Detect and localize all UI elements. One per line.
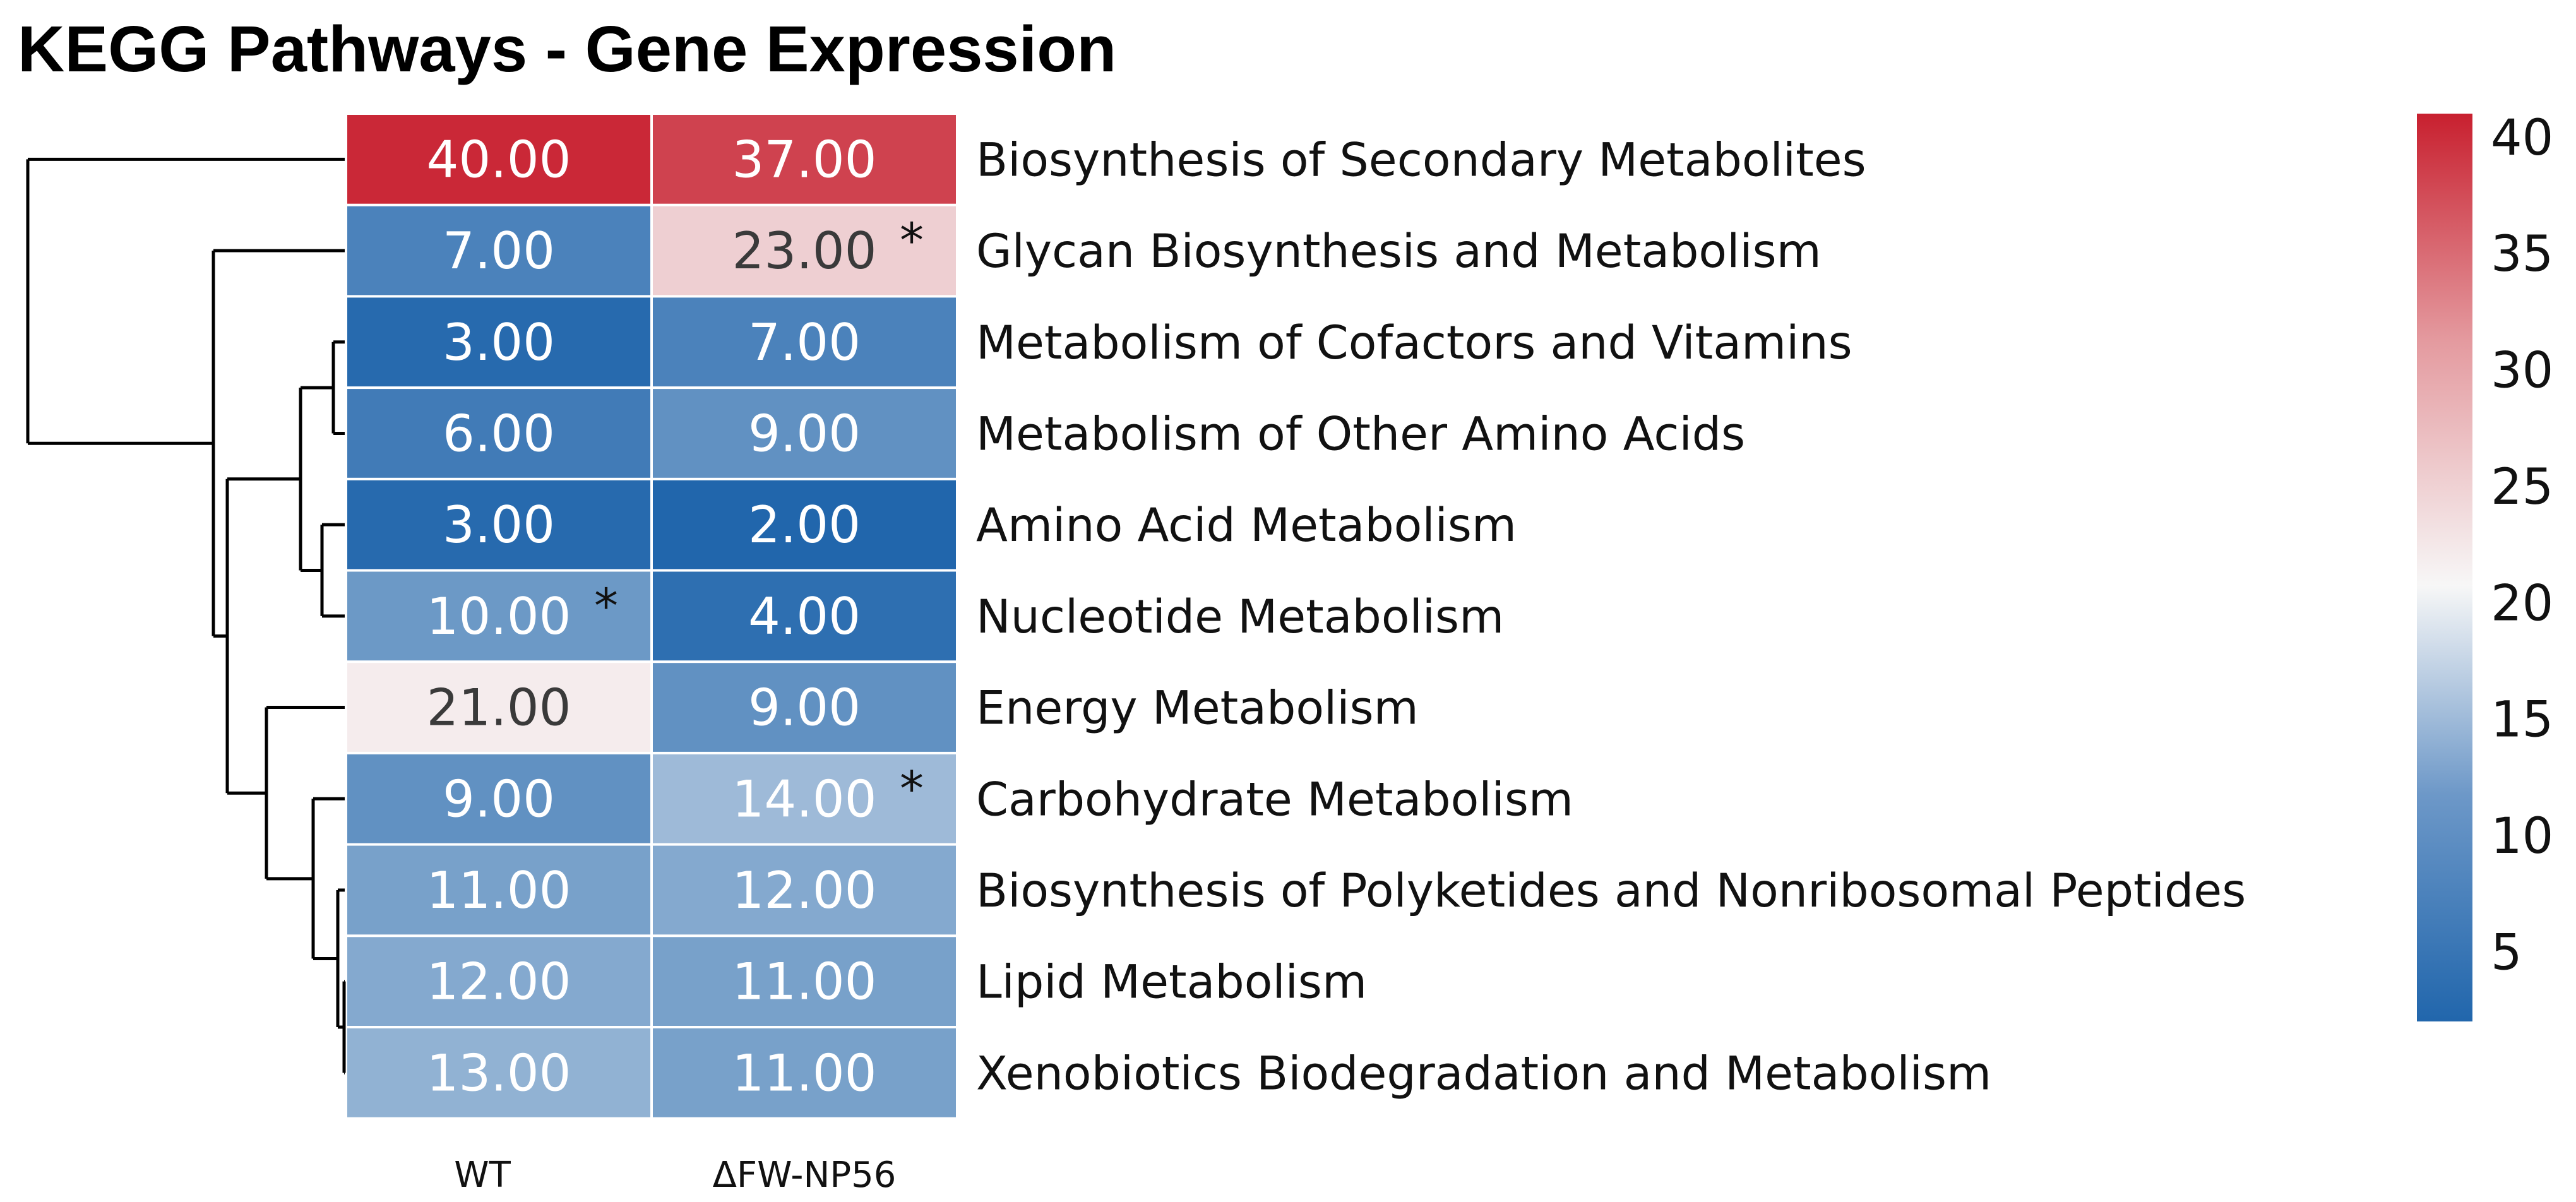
heatmap-cell xyxy=(653,571,956,661)
column-label: ΔFW-NP56 xyxy=(713,1155,897,1196)
row-label: Metabolism of Other Amino Acids xyxy=(976,407,1745,461)
cell-value-label: 9.00 xyxy=(748,404,861,463)
heatmap-cell xyxy=(653,206,956,295)
heatmap-cells xyxy=(347,115,956,1117)
colorbar-tick-label: 35 xyxy=(2491,226,2553,283)
cell-value-label: 23.00 xyxy=(732,222,876,280)
row-label: Amino Acid Metabolism xyxy=(976,499,1517,552)
heatmap-cell xyxy=(653,480,956,569)
row-label: Glycan Biosynthesis and Metabolism xyxy=(976,225,1822,278)
heatmap-cell xyxy=(347,297,650,387)
heatmap-cell xyxy=(653,754,956,843)
cell-value-label: 40.00 xyxy=(426,130,571,189)
row-label: Nucleotide Metabolism xyxy=(976,590,1504,644)
heatmap-cell xyxy=(653,1028,956,1117)
row-label: Energy Metabolism xyxy=(976,682,1419,735)
cell-value-label: 37.00 xyxy=(732,130,876,189)
colorbar-tick-label: 5 xyxy=(2491,924,2522,981)
heatmap-cell xyxy=(347,937,650,1026)
cell-value-label: 10.00 xyxy=(426,587,571,646)
row-dendrogram xyxy=(26,157,346,1074)
cell-value-label: 12.00 xyxy=(426,953,571,1011)
heatmap-cell xyxy=(653,845,956,935)
cell-value-label: 7.00 xyxy=(443,222,555,280)
significance-asterisk: * xyxy=(900,212,924,268)
cell-value-label: 6.00 xyxy=(443,404,555,463)
cell-value-label: 7.00 xyxy=(748,313,861,372)
heatmap-cell xyxy=(653,297,956,387)
heatmap-cell xyxy=(653,663,956,752)
cell-value-label: 12.00 xyxy=(732,861,876,920)
heatmap-cell xyxy=(347,845,650,935)
row-label: Lipid Metabolism xyxy=(976,956,1367,1009)
column-label: WT xyxy=(454,1155,511,1196)
heatmap-cell xyxy=(347,480,650,569)
heatmap-cell xyxy=(653,937,956,1026)
cell-value-label: 13.00 xyxy=(426,1044,571,1102)
colorbar xyxy=(2417,114,2472,1021)
colorbar-tick-label: 25 xyxy=(2491,459,2553,516)
significance-asterisk: * xyxy=(900,760,924,816)
heatmap-cell xyxy=(347,663,650,752)
row-label: Xenobiotics Biodegradation and Metabolis… xyxy=(976,1047,1991,1100)
heatmap-cell xyxy=(653,115,956,204)
colorbar-tick-label: 30 xyxy=(2491,343,2553,400)
cell-value-label: 9.00 xyxy=(443,770,555,828)
colorbar-ticks: 40 35 30 25 20 15 10 5 xyxy=(2491,110,2553,982)
heatmap-cell xyxy=(347,389,650,478)
row-label: Carbohydrate Metabolism xyxy=(976,773,1573,826)
heatmap-cell xyxy=(347,1028,650,1117)
heatmap-cell-labels: 40.00 37.00 7.00 23.00 3.00 7.00 6.00 9.00 3.00 2… xyxy=(426,130,876,1102)
cell-value-label: 3.00 xyxy=(443,496,555,554)
heatmap-cell xyxy=(347,206,650,295)
cell-value-label: 2.00 xyxy=(748,496,861,554)
cell-value-label: 11.00 xyxy=(732,1044,876,1102)
cell-value-label: 11.00 xyxy=(732,953,876,1011)
cell-value-label: 9.00 xyxy=(748,679,861,737)
heatmap-cell xyxy=(653,389,956,478)
row-label: Biosynthesis of Polyketides and Nonribos… xyxy=(976,864,2246,918)
cell-value-label: 3.00 xyxy=(443,313,555,372)
heatmap-cell xyxy=(347,754,650,843)
significance-marks: * * * xyxy=(594,212,924,816)
cell-value-label: 4.00 xyxy=(748,587,861,646)
column-labels: WT ΔFW-NP56 xyxy=(454,1155,896,1196)
heatmap-cell xyxy=(347,115,650,204)
significance-asterisk: * xyxy=(594,578,618,634)
chart-title: KEGG Pathways - Gene Expression xyxy=(18,13,1116,85)
cell-value-label: 21.00 xyxy=(426,679,571,737)
colorbar-tick-label: 40 xyxy=(2491,110,2553,167)
heatmap-cell xyxy=(347,571,650,661)
row-label: Biosynthesis of Secondary Metabolites xyxy=(976,133,1866,187)
row-labels: Biosynthesis of Secondary Metabolites Gly… xyxy=(976,133,2246,1100)
row-label: Metabolism of Cofactors and Vitamins xyxy=(976,316,1852,370)
colorbar-tick-label: 10 xyxy=(2491,808,2553,865)
colorbar-tick-label: 20 xyxy=(2491,575,2553,632)
cell-value-label: 11.00 xyxy=(426,861,571,920)
cell-value-label: 14.00 xyxy=(732,770,876,828)
colorbar-tick-label: 15 xyxy=(2491,692,2553,749)
